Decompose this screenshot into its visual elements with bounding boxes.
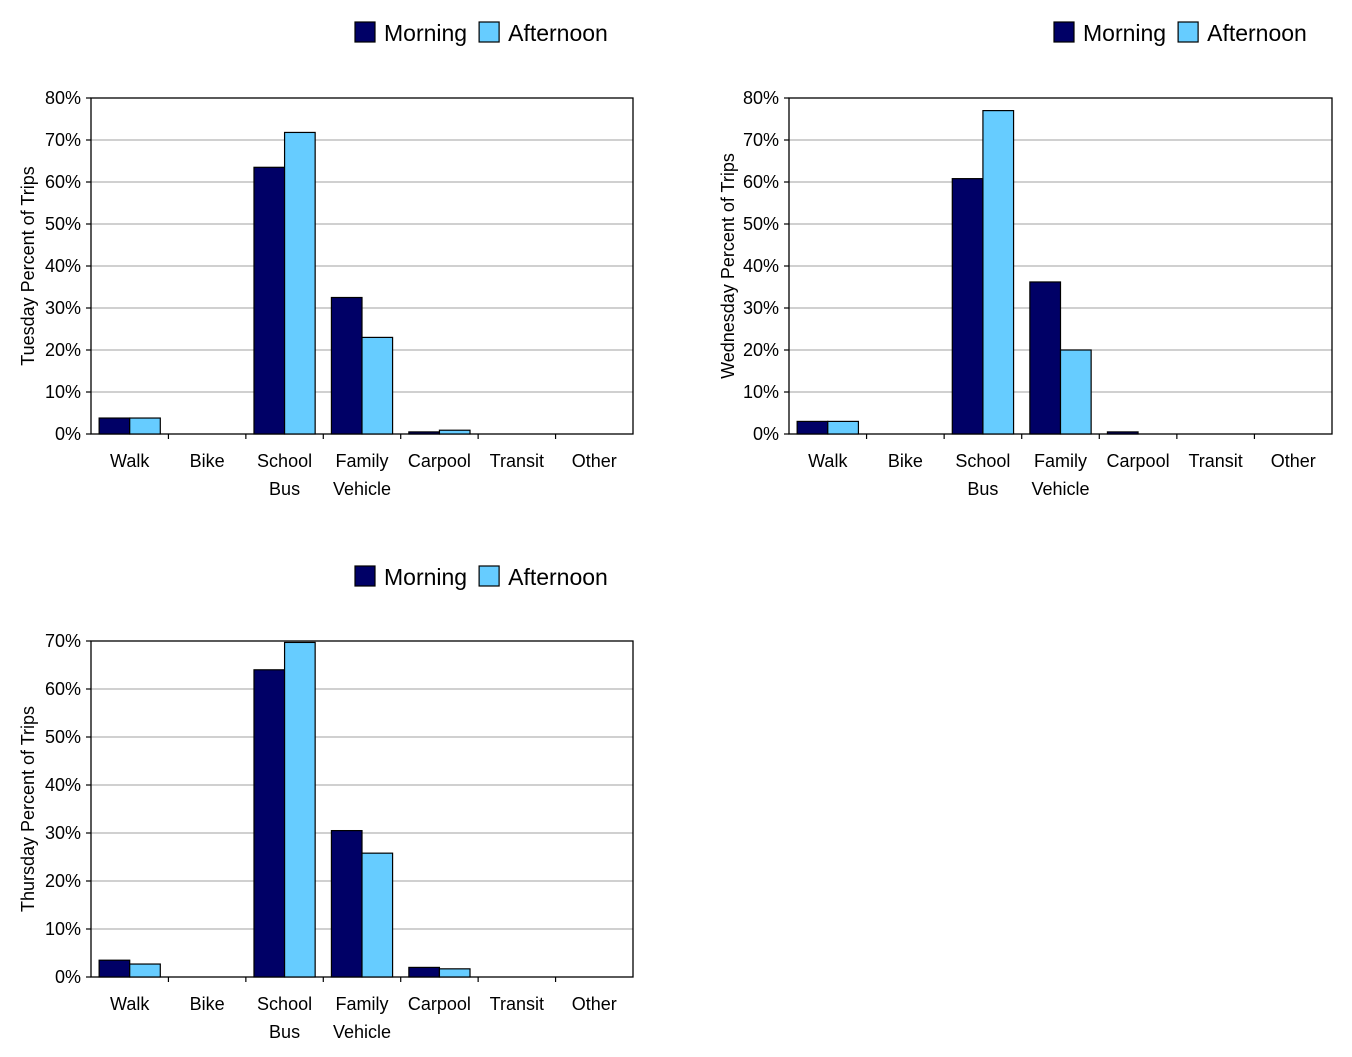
y-tick-label: 80% bbox=[45, 88, 81, 108]
legend-swatch-afternoon bbox=[478, 565, 500, 587]
legend-label-afternoon: Afternoon bbox=[1207, 20, 1307, 46]
bar-afternoon-walk bbox=[129, 417, 161, 435]
x-category-label: Transit bbox=[1188, 451, 1242, 471]
bar-afternoon-carpool bbox=[438, 429, 471, 435]
y-tick-label: 60% bbox=[743, 172, 779, 192]
y-tick-label: 40% bbox=[45, 775, 81, 795]
bar-morning-carpool bbox=[408, 966, 441, 978]
bar-afternoon-school-bus bbox=[283, 641, 316, 978]
bar-afternoon-walk bbox=[827, 420, 860, 435]
x-category-label: Transit bbox=[490, 451, 544, 471]
y-tick-label: 60% bbox=[45, 679, 81, 699]
y-axis-label: Thursday Percent of Trips bbox=[18, 706, 38, 912]
legend-swatch-morning bbox=[1053, 21, 1075, 43]
legend-label-morning: Morning bbox=[384, 564, 467, 590]
x-category-label: Walk bbox=[110, 451, 150, 471]
legend-swatch-afternoon bbox=[1177, 21, 1199, 43]
x-category-label: Transit bbox=[490, 994, 544, 1014]
x-category-label: School bbox=[257, 451, 312, 471]
x-category-label: Vehicle bbox=[333, 479, 391, 499]
bar-afternoon-carpool bbox=[438, 968, 471, 978]
bar-morning-family-vehicle bbox=[330, 296, 363, 435]
y-tick-label: 60% bbox=[45, 172, 81, 192]
x-category-label: Walk bbox=[110, 994, 150, 1014]
y-tick-label: 20% bbox=[743, 340, 779, 360]
bar-morning-walk bbox=[796, 420, 829, 435]
x-category-label: Bus bbox=[269, 479, 300, 499]
x-category-label: Vehicle bbox=[1031, 479, 1089, 499]
x-category-label: Family bbox=[1034, 451, 1087, 471]
x-category-label: Bus bbox=[269, 1022, 300, 1042]
bar-morning-carpool bbox=[1106, 431, 1139, 435]
bar-afternoon-family-vehicle bbox=[361, 852, 394, 978]
bar-morning-school-bus bbox=[951, 178, 984, 435]
x-category-label: Vehicle bbox=[333, 1022, 391, 1042]
y-tick-label: 70% bbox=[45, 631, 81, 651]
bar-morning-walk bbox=[98, 959, 131, 978]
bar-afternoon-family-vehicle bbox=[1059, 349, 1092, 435]
y-tick-label: 30% bbox=[743, 298, 779, 318]
x-category-label: Bike bbox=[190, 451, 225, 471]
bar-morning-carpool bbox=[408, 431, 441, 435]
y-tick-label: 10% bbox=[45, 382, 81, 402]
y-tick-label: 10% bbox=[743, 382, 779, 402]
y-tick-label: 70% bbox=[45, 130, 81, 150]
y-tick-label: 10% bbox=[45, 919, 81, 939]
y-tick-label: 80% bbox=[743, 88, 779, 108]
chart-panel-3: 0% 10% 20% 30% 40% 50% 60% 70% Thursday Percent … bbox=[18, 564, 634, 1042]
legend-label-afternoon: Afternoon bbox=[508, 564, 608, 590]
bar-afternoon-family-vehicle bbox=[361, 336, 394, 435]
x-category-label: Carpool bbox=[408, 451, 471, 471]
bar-morning-school-bus bbox=[253, 669, 286, 978]
chart-panel-1: 0% 10% 20% 30% 40% 50% 60% 70% 80% Tuesday Percen… bbox=[18, 20, 634, 499]
y-tick-label: 50% bbox=[743, 214, 779, 234]
bar-morning-family-vehicle bbox=[330, 829, 363, 978]
bar-morning-walk bbox=[98, 417, 131, 435]
y-axis-label: Wednesday Percent of Trips bbox=[718, 153, 738, 379]
y-tick-label: 70% bbox=[743, 130, 779, 150]
chart-panel-2: 0% 10% 20% 30% 40% 50% 60% 70% 80% Wednesday Perc… bbox=[718, 20, 1333, 499]
bar-afternoon-walk bbox=[129, 963, 161, 978]
x-category-label: Walk bbox=[808, 451, 848, 471]
x-category-label: Family bbox=[336, 451, 389, 471]
y-tick-label: 40% bbox=[45, 256, 81, 276]
y-tick-label: 50% bbox=[45, 727, 81, 747]
bar-morning-family-vehicle bbox=[1029, 281, 1062, 435]
y-tick-label: 20% bbox=[45, 340, 81, 360]
x-category-label: Family bbox=[336, 994, 389, 1014]
y-tick-label: 50% bbox=[45, 214, 81, 234]
legend-swatch-morning bbox=[354, 565, 376, 587]
legend-label-morning: Morning bbox=[384, 20, 467, 46]
x-category-label: Carpool bbox=[408, 994, 471, 1014]
x-category-label: Other bbox=[572, 994, 617, 1014]
y-tick-label: 0% bbox=[55, 424, 81, 444]
x-category-label: School bbox=[257, 994, 312, 1014]
legend-swatch-afternoon bbox=[478, 21, 500, 43]
bar-afternoon-school-bus bbox=[283, 131, 316, 435]
y-tick-label: 30% bbox=[45, 823, 81, 843]
y-tick-label: 40% bbox=[743, 256, 779, 276]
legend-swatch-morning bbox=[354, 21, 376, 43]
x-category-label: Bike bbox=[190, 994, 225, 1014]
bar-afternoon-school-bus bbox=[982, 109, 1015, 435]
legend-label-morning: Morning bbox=[1083, 20, 1166, 46]
y-tick-label: 30% bbox=[45, 298, 81, 318]
y-axis-label: Tuesday Percent of Trips bbox=[18, 166, 38, 365]
bar-morning-school-bus bbox=[253, 166, 286, 435]
x-category-label: Carpool bbox=[1107, 451, 1170, 471]
x-category-label: Other bbox=[572, 451, 617, 471]
y-tick-label: 20% bbox=[45, 871, 81, 891]
x-category-label: Other bbox=[1271, 451, 1316, 471]
y-tick-label: 0% bbox=[55, 967, 81, 987]
legend-label-afternoon: Afternoon bbox=[508, 20, 608, 46]
y-tick-label: 0% bbox=[753, 424, 779, 444]
x-category-label: Bike bbox=[888, 451, 923, 471]
x-category-label: Bus bbox=[967, 479, 998, 499]
x-category-label: School bbox=[955, 451, 1010, 471]
